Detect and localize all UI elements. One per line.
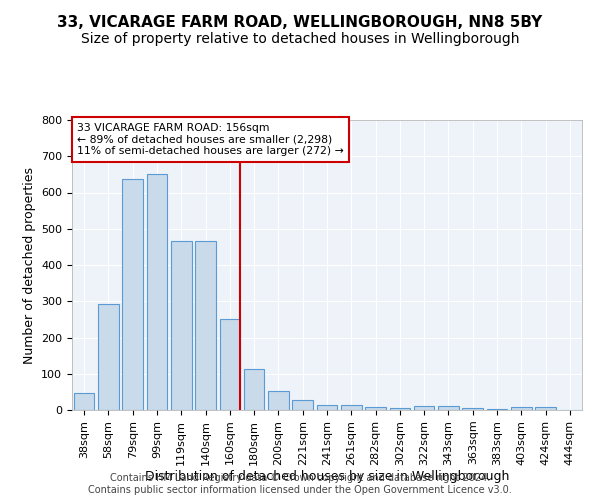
Bar	[195, 240, 216, 410]
Bar	[74, 392, 94, 410]
Bar	[220, 318, 240, 410]
Bar	[244, 369, 265, 410]
Bar	[463, 408, 483, 410]
Y-axis label: Number of detached properties: Number of detached properties	[23, 166, 35, 364]
Bar	[171, 240, 191, 410]
Bar	[365, 407, 386, 410]
Bar	[341, 406, 362, 410]
Bar	[535, 407, 556, 410]
Bar	[487, 409, 508, 410]
Text: 33, VICARAGE FARM ROAD, WELLINGBOROUGH, NN8 5BY: 33, VICARAGE FARM ROAD, WELLINGBOROUGH, …	[58, 15, 542, 30]
Bar	[98, 304, 119, 410]
Bar	[438, 406, 459, 410]
Text: Contains HM Land Registry data © Crown copyright and database right 2024.
Contai: Contains HM Land Registry data © Crown c…	[88, 474, 512, 495]
Text: Size of property relative to detached houses in Wellingborough: Size of property relative to detached ho…	[81, 32, 519, 46]
Bar	[389, 408, 410, 410]
Bar	[146, 174, 167, 410]
Bar	[511, 406, 532, 410]
Bar	[292, 400, 313, 410]
Bar	[122, 178, 143, 410]
Text: 33 VICARAGE FARM ROAD: 156sqm
← 89% of detached houses are smaller (2,298)
11% o: 33 VICARAGE FARM ROAD: 156sqm ← 89% of d…	[77, 123, 344, 156]
Bar	[414, 406, 434, 410]
Bar	[268, 391, 289, 410]
X-axis label: Distribution of detached houses by size in Wellingborough: Distribution of detached houses by size …	[145, 470, 509, 484]
Bar	[317, 404, 337, 410]
